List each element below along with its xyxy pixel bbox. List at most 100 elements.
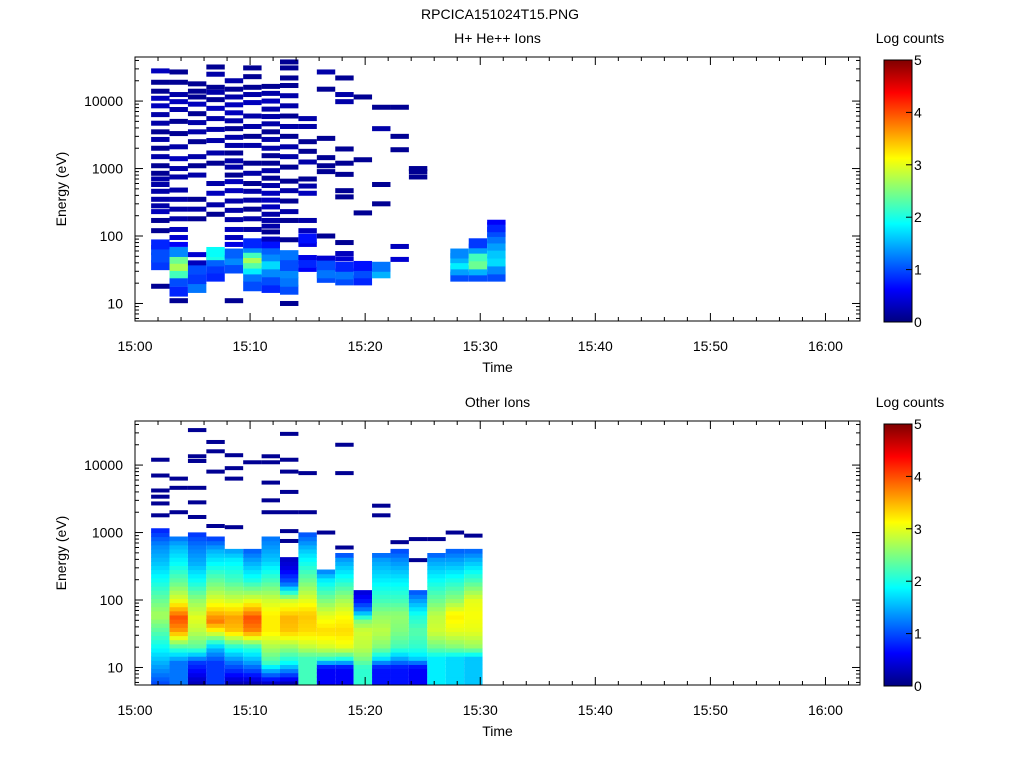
- heatmap-cell: [243, 668, 262, 674]
- heatmap-cell: [151, 176, 170, 182]
- heatmap-cell: [372, 643, 391, 649]
- heatmap-cell: [261, 83, 280, 89]
- heatmap-cell: [243, 664, 262, 670]
- heatmap-cell: [353, 656, 373, 661]
- heatmap-cell: [243, 656, 262, 661]
- heatmap-cell: [298, 553, 317, 558]
- heatmap-cell: [280, 643, 299, 649]
- heatmap-cell: [372, 672, 391, 678]
- heatmap-cell: [169, 206, 188, 212]
- heatmap-cell: [206, 524, 225, 528]
- heatmap-cell: [464, 676, 483, 682]
- heatmap-cell: [298, 594, 317, 599]
- heatmap-cell: [487, 256, 506, 267]
- heatmap-cell: [224, 78, 244, 84]
- heatmap-cell: [316, 530, 336, 535]
- heatmap-cell: [243, 65, 262, 71]
- heatmap-cell: [169, 476, 188, 481]
- heatmap-cell: [243, 253, 262, 264]
- heatmap-cell: [224, 453, 244, 458]
- heatmap-cell: [187, 485, 207, 490]
- heatmap-cell: [206, 598, 225, 604]
- heatmap-cell: [243, 238, 262, 249]
- heatmap-cell: [372, 635, 391, 641]
- heatmap-cell: [316, 590, 336, 595]
- colorbar-label: Log counts: [876, 30, 945, 46]
- heatmap-cell: [468, 265, 488, 276]
- heatmap-cell: [298, 590, 317, 595]
- heatmap-cell: [427, 569, 446, 575]
- heatmap-cell: [280, 83, 299, 89]
- heatmap-cell: [206, 590, 225, 595]
- heatmap-cell: [487, 264, 506, 275]
- heatmap-cell: [151, 170, 170, 176]
- heatmap-cell: [261, 145, 280, 151]
- heatmap-cell: [280, 631, 299, 637]
- heatmap-cell: [427, 561, 446, 566]
- heatmap-cell: [243, 248, 262, 258]
- heatmap-cell: [187, 154, 207, 160]
- heatmap-cell: [280, 457, 299, 462]
- heatmap-cell: [187, 598, 207, 604]
- heatmap-cell: [243, 264, 262, 275]
- heatmap-cell: [372, 647, 391, 653]
- x-tick-label: 16:00: [808, 702, 843, 718]
- heatmap-cell: [353, 275, 373, 286]
- heatmap-cell: [280, 178, 299, 184]
- heatmap-cell: [390, 577, 409, 583]
- heatmap-cell: [243, 460, 262, 465]
- heatmap-cell: [335, 92, 354, 98]
- heatmap-cell: [464, 652, 483, 657]
- heatmap-cell: [280, 198, 299, 204]
- heatmap-cell: [187, 569, 207, 575]
- heatmap-cell: [261, 557, 280, 562]
- heatmap-cell: [261, 244, 280, 255]
- heatmap-cell: [169, 586, 188, 591]
- heatmap-cell: [280, 154, 299, 160]
- heatmap-cell: [280, 209, 299, 215]
- heatmap-cell: [243, 181, 262, 187]
- heatmap-cell: [464, 631, 483, 637]
- heatmap-cell: [224, 217, 244, 223]
- heatmap-cell: [316, 664, 336, 670]
- heatmap-cell: [187, 561, 207, 566]
- heatmap-cell: [224, 110, 244, 116]
- heatmap-cell: [261, 183, 280, 189]
- heatmap-cell: [427, 631, 446, 637]
- heatmap-cell: [468, 243, 488, 254]
- heatmap-cell: [280, 489, 299, 494]
- heatmap-cell: [408, 623, 428, 628]
- heatmap-cell: [445, 631, 465, 637]
- heatmap-cell: [390, 548, 409, 554]
- heatmap-cell: [206, 561, 225, 566]
- heatmap-cell: [169, 241, 188, 247]
- heatmap-cell: [261, 460, 280, 465]
- heatmap-cell: [316, 639, 336, 645]
- heatmap-cell: [298, 631, 317, 637]
- heatmap-cell: [335, 635, 354, 641]
- heatmap-cell: [468, 251, 488, 262]
- heatmap-cell: [224, 623, 244, 628]
- heatmap-cell: [487, 271, 506, 282]
- heatmap-cell: [169, 196, 188, 202]
- panel-title: Other Ions: [465, 394, 530, 410]
- heatmap-cell: [335, 269, 354, 280]
- heatmap-cell: [445, 530, 465, 535]
- heatmap-cell: [187, 532, 207, 538]
- chart-panel-1: 15:00 15:10 15:20 15:30 15:40 15:50 16:0010100…: [53, 30, 944, 375]
- heatmap-cell: [316, 623, 336, 628]
- heatmap-cell: [464, 635, 483, 641]
- heatmap-cell: [261, 498, 280, 503]
- heatmap-cell: [280, 590, 299, 595]
- heatmap-cell: [224, 553, 244, 558]
- heatmap-cell: [151, 627, 170, 632]
- heatmap-cell: [445, 590, 465, 595]
- heatmap-cell: [206, 89, 225, 95]
- heatmap-cell: [243, 206, 262, 212]
- heatmap-cell: [261, 480, 280, 485]
- heatmap-cell: [224, 577, 244, 583]
- heatmap-cell: [445, 656, 465, 661]
- heatmap-cell: [353, 619, 373, 624]
- heatmap-cell: [408, 610, 428, 616]
- colorbar-tick-label: 1: [914, 262, 922, 278]
